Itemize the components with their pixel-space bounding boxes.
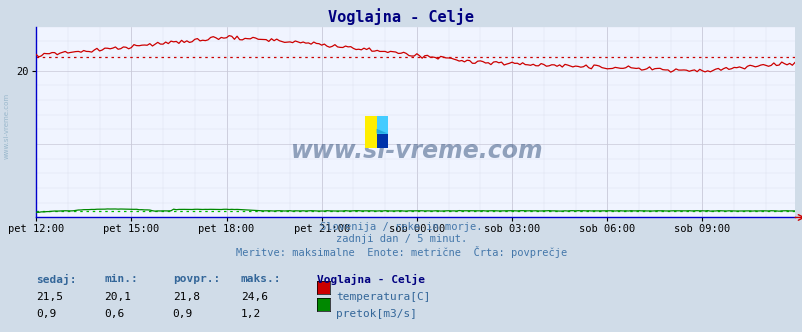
Text: zadnji dan / 5 minut.: zadnji dan / 5 minut. [335, 234, 467, 244]
Text: sedaj:: sedaj: [36, 274, 76, 285]
Text: 0,9: 0,9 [172, 309, 192, 319]
Polygon shape [365, 116, 376, 148]
Polygon shape [376, 133, 387, 148]
Text: Voglajna - Celje: Voglajna - Celje [328, 8, 474, 25]
Text: 21,5: 21,5 [36, 292, 63, 302]
Text: min.:: min.: [104, 274, 138, 284]
Text: Voglajna - Celje: Voglajna - Celje [317, 274, 424, 285]
Text: 1,2: 1,2 [241, 309, 261, 319]
Text: 0,9: 0,9 [36, 309, 56, 319]
Text: 21,8: 21,8 [172, 292, 200, 302]
Text: Slovenija / reke in morje.: Slovenija / reke in morje. [320, 222, 482, 232]
Text: 0,6: 0,6 [104, 309, 124, 319]
Text: www.si-vreme.com: www.si-vreme.com [290, 139, 542, 163]
Text: temperatura[C]: temperatura[C] [336, 292, 431, 302]
Text: 24,6: 24,6 [241, 292, 268, 302]
Text: 20,1: 20,1 [104, 292, 132, 302]
Text: www.si-vreme.com: www.si-vreme.com [3, 93, 10, 159]
Text: Meritve: maksimalne  Enote: metrične  Črta: povprečje: Meritve: maksimalne Enote: metrične Črta… [236, 246, 566, 258]
Polygon shape [376, 129, 387, 133]
Polygon shape [376, 116, 387, 133]
Text: pretok[m3/s]: pretok[m3/s] [336, 309, 417, 319]
Text: maks.:: maks.: [241, 274, 281, 284]
Text: povpr.:: povpr.: [172, 274, 220, 284]
